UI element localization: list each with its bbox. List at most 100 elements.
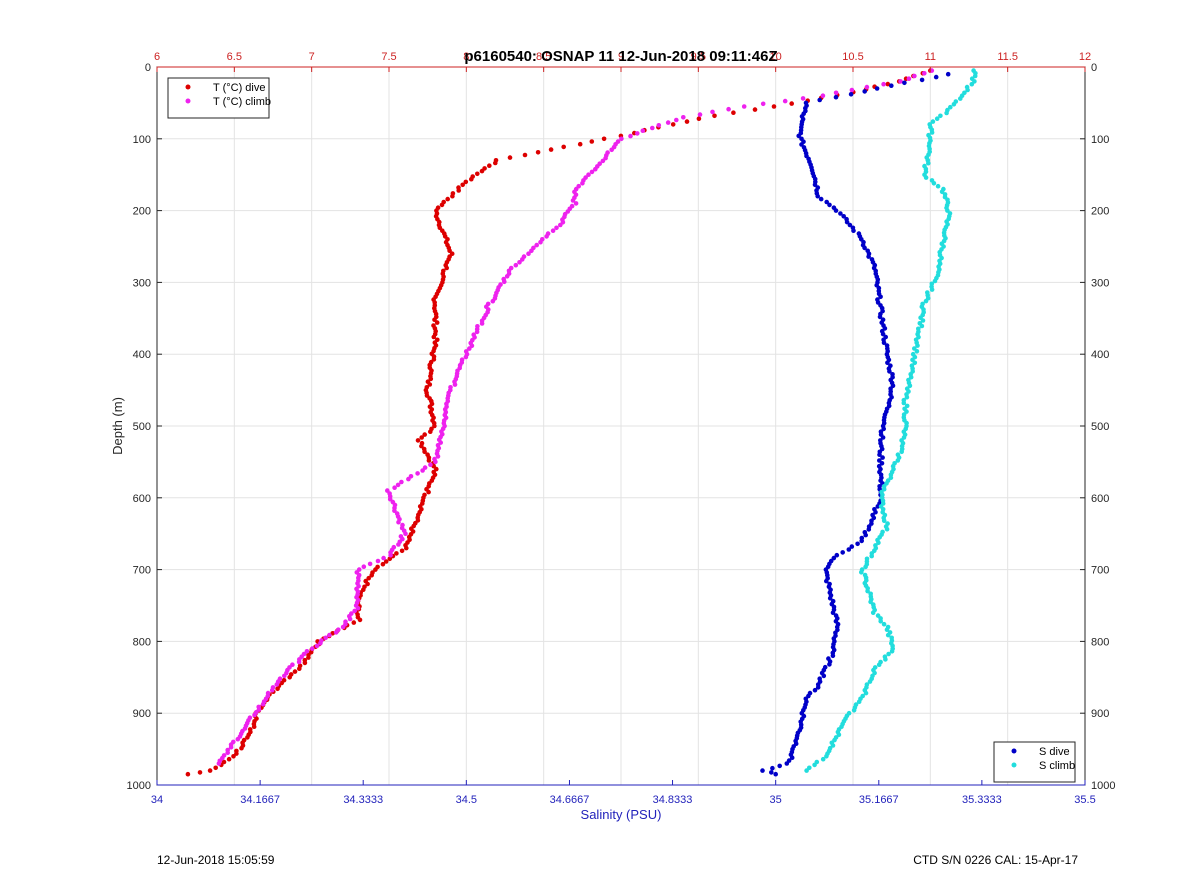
data-point: [367, 561, 373, 567]
data-point: [800, 96, 806, 101]
data-point: [534, 242, 539, 248]
data-point: [712, 113, 717, 119]
data-point: [862, 245, 867, 251]
data-point: [318, 640, 323, 646]
data-point: [899, 449, 904, 455]
data-point: [915, 343, 920, 348]
data-point: [879, 461, 885, 466]
data-point: [876, 540, 881, 545]
data-point: [601, 136, 607, 142]
data-point: [463, 354, 469, 360]
data-point: [864, 84, 870, 90]
data-point: [865, 588, 870, 594]
y-tick-label-right: 800: [1091, 636, 1109, 648]
data-point: [833, 90, 839, 96]
data-point: [387, 496, 393, 502]
data-point: [884, 526, 890, 532]
data-point: [881, 426, 886, 432]
series-t-c-dive: [185, 68, 933, 777]
data-point: [327, 632, 332, 638]
data-point: [873, 509, 878, 515]
data-point: [432, 423, 437, 429]
data-point: [939, 189, 945, 195]
data-point: [404, 545, 409, 551]
data-point: [239, 745, 244, 751]
data-point: [731, 110, 736, 115]
data-point: [681, 115, 686, 120]
x-tick-label-bottom: 34.8333: [653, 794, 693, 806]
data-point: [520, 257, 525, 262]
data-point: [580, 181, 585, 186]
legend-marker: [185, 98, 191, 104]
data-point: [885, 632, 891, 638]
data-point: [234, 751, 239, 756]
data-point: [428, 376, 434, 382]
y-tick-label-right: 200: [1091, 206, 1109, 218]
x-tick-label-top: 11: [925, 51, 936, 63]
data-point: [770, 765, 775, 771]
y-tick-label-right: 1000: [1091, 780, 1115, 792]
data-point: [275, 686, 280, 692]
data-point: [323, 635, 329, 641]
data-point: [684, 119, 690, 124]
x-tick-label-bottom: 34: [151, 794, 163, 806]
data-point: [419, 443, 424, 449]
data-point: [225, 750, 230, 755]
data-point: [589, 139, 595, 144]
data-point: [796, 133, 801, 139]
legend-marker: [1011, 748, 1017, 754]
data-point: [844, 219, 850, 225]
data-point: [972, 73, 978, 79]
y-tick-label-left: 600: [133, 493, 151, 505]
data-point: [260, 701, 266, 707]
data-point: [593, 166, 598, 172]
data-point: [726, 106, 731, 112]
y-tick-label-left: 300: [133, 277, 151, 289]
data-point: [656, 123, 662, 128]
y-tick-label-left: 100: [133, 134, 151, 146]
data-point: [884, 627, 890, 632]
data-point: [245, 735, 250, 740]
y-tick-label-right: 600: [1091, 493, 1109, 505]
data-point: [507, 155, 513, 160]
data-point: [849, 544, 855, 549]
data-point: [185, 771, 191, 777]
data-point: [846, 547, 852, 552]
data-point: [435, 454, 441, 459]
data-point: [881, 486, 887, 492]
data-point: [851, 228, 856, 233]
data-point: [292, 669, 298, 674]
data-point: [548, 147, 554, 152]
data-point: [710, 109, 715, 115]
data-point: [396, 519, 401, 525]
data-point: [674, 117, 679, 123]
data-point: [789, 755, 795, 760]
data-point: [426, 489, 431, 495]
data-point: [304, 649, 310, 654]
data-point: [851, 708, 857, 713]
data-point: [600, 158, 606, 164]
data-point: [876, 662, 882, 667]
x-tick-label-bottom: 35: [770, 794, 782, 806]
data-point: [269, 687, 275, 693]
data-point: [302, 660, 308, 666]
data-point: [912, 73, 917, 79]
data-point: [475, 171, 480, 177]
data-point: [926, 160, 931, 166]
data-point: [804, 768, 809, 773]
data-point: [784, 761, 790, 766]
data-point: [877, 314, 883, 320]
y-tick-label-right: 100: [1091, 134, 1109, 146]
x-tick-label-top: 11.5: [997, 51, 1018, 63]
data-point: [760, 101, 766, 107]
y-tick-label-left: 700: [133, 565, 151, 577]
data-point: [383, 559, 389, 564]
data-point: [392, 485, 397, 491]
data-point: [906, 76, 912, 81]
data-point: [815, 193, 820, 199]
data-point: [333, 630, 339, 635]
data-point: [859, 538, 864, 544]
data-point: [487, 163, 492, 168]
data-point: [923, 298, 929, 304]
